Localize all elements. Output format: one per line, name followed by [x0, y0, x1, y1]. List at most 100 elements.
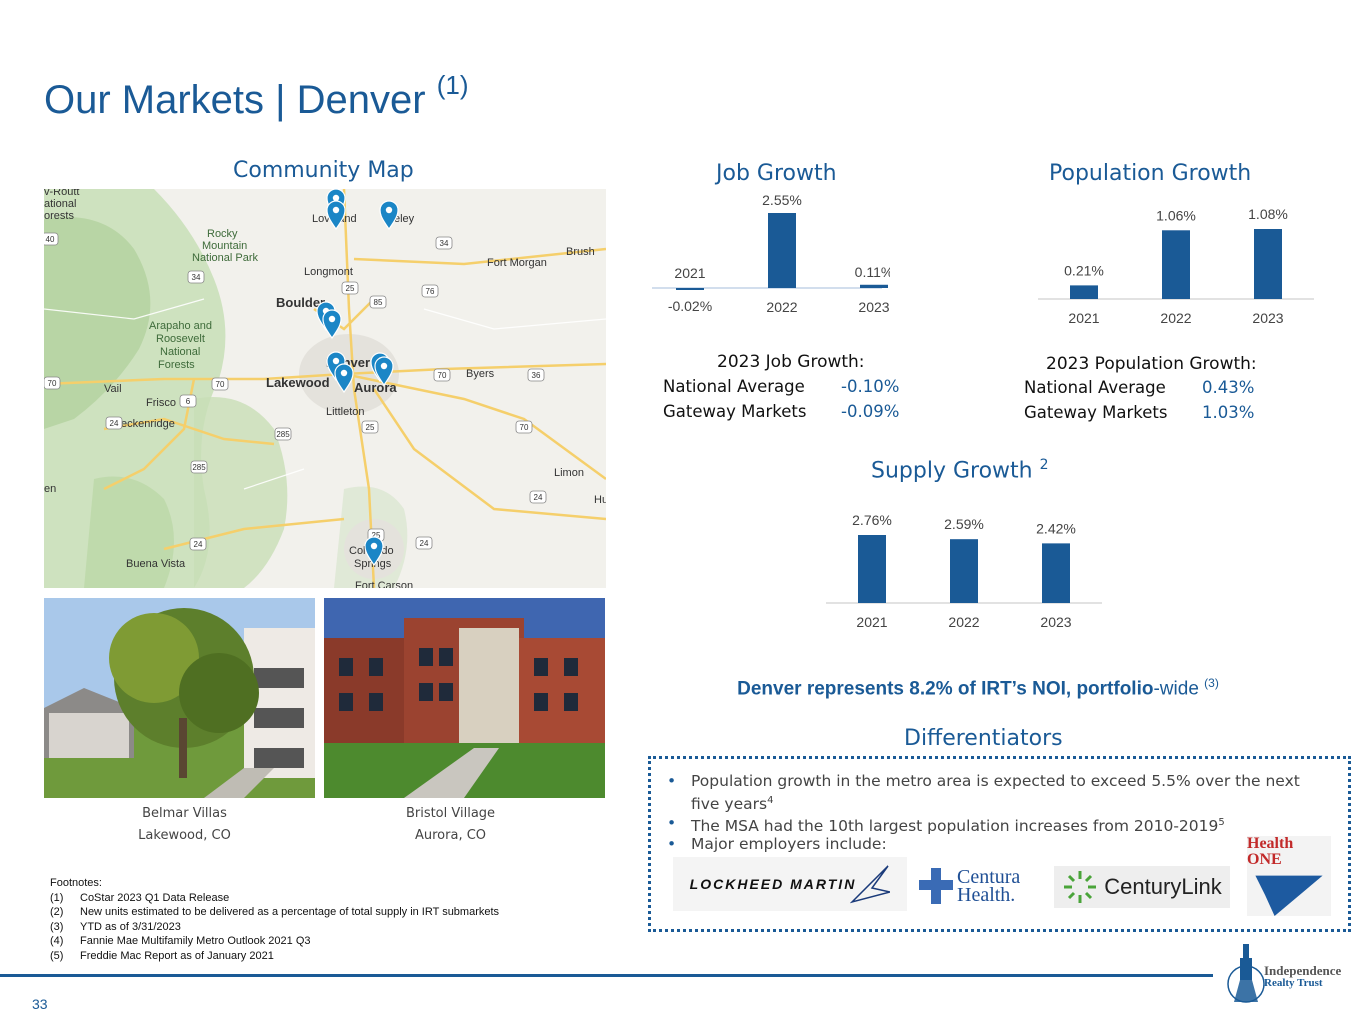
chart-category-label: 2023	[1040, 614, 1071, 630]
map-place-label: National Park	[192, 252, 259, 264]
highway-shield-label: 70	[438, 371, 447, 380]
chart-bar	[1254, 229, 1282, 299]
map-pin-icon[interactable]	[326, 200, 346, 231]
chart-value-label: 0.11%	[855, 264, 890, 280]
brand-logo: Independence Realty Trust	[1226, 940, 1362, 1006]
chart-value-label: 2.59%	[944, 516, 984, 532]
highway-shield-icon	[421, 284, 439, 298]
map-place-label: orests	[44, 210, 74, 222]
map-canvas: v-RouttationalorestsRockyMountainNationa…	[44, 189, 606, 588]
chart-category-label: 2022	[766, 299, 797, 315]
map-pin-icon[interactable]	[334, 363, 354, 394]
map-place-label: Arapaho and	[149, 320, 212, 332]
photo-bristol-village	[324, 598, 605, 798]
footnotes: Footnotes: (1) CoStar 2023 Q1 Data Releas…	[50, 876, 499, 963]
population-growth-heading: Population Growth	[1049, 161, 1252, 186]
chart-value-label: -0.02%	[668, 298, 712, 314]
page-number: 33	[32, 996, 48, 1012]
map-place-label: Boulder	[276, 295, 325, 310]
chart-category-label: 2022	[1160, 310, 1191, 326]
highway-shield-label: 25	[372, 531, 381, 540]
chart-category-label: 2022	[948, 614, 979, 630]
map-place-label: Fort Carson	[355, 580, 413, 588]
differentiators-heading: Differentiators	[904, 726, 1063, 751]
population-growth-chart: 0.21% 2021 1.06% 2022 1.08% 2023	[1038, 206, 1314, 326]
map-place-label: National	[160, 346, 200, 358]
map-place-label: Limon	[554, 467, 584, 479]
highway-shield-label: 285	[276, 430, 290, 439]
differentiator-bullet-1: • Population growth in the metro area is …	[667, 772, 1300, 814]
lockheed-star-icon	[850, 865, 891, 904]
highway-shield-icon	[361, 420, 379, 434]
population-growth-summary-title: 2023 Population Growth:	[1046, 354, 1257, 374]
supply-growth-heading: Supply Growth 2	[871, 457, 1049, 484]
page-title: Our Markets | Denver (1)	[44, 70, 469, 122]
differentiator-bullet-3: • Major employers include:	[667, 835, 887, 853]
brand-building-icon	[1227, 944, 1265, 1003]
logo-lockheed-martin: LOCKHEED MARTIN	[673, 857, 907, 911]
highway-shield-label: 70	[216, 380, 225, 389]
map-place-label: v-Routt	[44, 189, 79, 198]
highway-shield-icon	[44, 376, 61, 390]
map-place-label: Brush	[566, 246, 595, 258]
job-growth-gateway-label: Gateway Markets	[663, 402, 807, 421]
map-place-label: Littleton	[326, 406, 365, 418]
chart-value-label: 0.21%	[1064, 262, 1104, 278]
job-growth-national-row: National Average -0.10%	[663, 377, 923, 396]
map-place-label: Byers	[466, 368, 495, 380]
highway-shield-label: 70	[48, 379, 57, 388]
map-place-label: Vail	[104, 383, 122, 395]
map-place-label: Lakewood	[266, 375, 330, 390]
highway-shield-icon	[105, 416, 123, 430]
map-place-label: ational	[44, 198, 76, 210]
map-pin-icon[interactable]	[322, 309, 342, 340]
chart-bar	[768, 213, 796, 288]
chart-value-label: 1.08%	[1248, 206, 1288, 222]
map-pin-icon[interactable]	[379, 200, 399, 231]
supply-growth-chart: 2.76% 2021 2.59% 2022 2.42% 2023	[826, 512, 1102, 630]
chart-value-label: 1.06%	[1156, 207, 1196, 223]
healthone-arrow-icon	[1255, 875, 1323, 916]
map-place-label: Mountain	[202, 240, 247, 252]
highway-shield-label: 285	[192, 463, 206, 472]
logo-centurylink: CenturyLink	[1054, 866, 1230, 908]
highway-shield-icon	[211, 377, 229, 391]
highway-shield-icon	[44, 232, 59, 246]
chart-category-label: 2023	[1252, 310, 1283, 326]
chart-value-label: 2.55%	[762, 192, 802, 208]
highway-shield-icon	[189, 537, 207, 551]
highway-shield-label: 40	[46, 235, 55, 244]
chart-bar	[1162, 230, 1190, 299]
supply-growth-sup: 2	[1039, 457, 1049, 473]
highway-shield-label: 85	[374, 298, 383, 307]
logo-healthone: Health ONE	[1247, 836, 1331, 916]
map-pin-icon[interactable]	[364, 536, 384, 567]
highway-shield-label: 34	[440, 239, 449, 248]
photo-belmar-villas	[44, 598, 315, 798]
community-map-heading: Community Map	[233, 158, 414, 183]
community-map: v-Routt ational orests Rocky Mountain Nationa…	[44, 189, 606, 588]
population-growth-gateway-row: Gateway Markets 1.03%	[1024, 403, 1284, 422]
highway-shield-icon	[190, 460, 208, 474]
highway-shield-label: 34	[192, 273, 201, 282]
highway-shield-icon	[341, 281, 359, 295]
highway-shield-label: 24	[194, 540, 203, 549]
job-growth-chart: -0.02% 2021 2.55% 2022 0.11% 2023	[652, 192, 890, 315]
chart-category-label: 2021	[674, 265, 705, 281]
centurylink-burst-icon	[1064, 871, 1097, 903]
highway-shield-label: 6	[186, 397, 191, 406]
population-growth-national-value: 0.43%	[1202, 378, 1255, 397]
map-place-label: Aurora	[354, 380, 397, 395]
property-1-location: Lakewood, CO	[138, 828, 231, 843]
map-place-label: Roosevelt	[156, 333, 205, 345]
property-2-location: Aurora, CO	[414, 828, 487, 843]
chart-category-label: 2021	[856, 614, 887, 630]
map-place-label: Frisco	[146, 397, 176, 409]
chart-bar	[1070, 285, 1098, 299]
logo-centura-health: Centura Health.	[914, 862, 1042, 910]
population-growth-gateway-value: 1.03%	[1202, 403, 1255, 422]
population-growth-gateway-label: Gateway Markets	[1024, 403, 1168, 422]
chart-value-label: 2.76%	[852, 512, 892, 528]
map-place-label: Fort Morgan	[487, 257, 547, 269]
map-pin-icon[interactable]	[374, 356, 394, 387]
